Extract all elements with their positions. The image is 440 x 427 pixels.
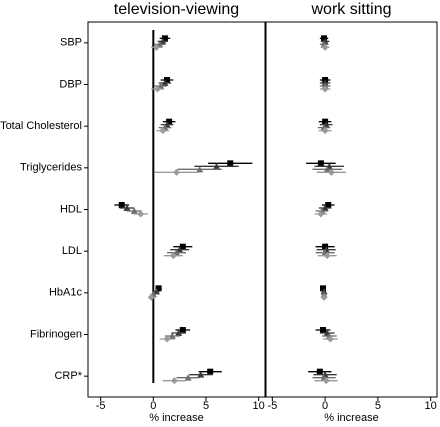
point — [166, 118, 173, 125]
point — [159, 37, 167, 45]
point — [227, 160, 234, 167]
point — [137, 210, 145, 218]
x-tick-label: 10 — [425, 400, 437, 412]
point — [322, 243, 329, 250]
panel-frame — [87, 21, 266, 398]
x-axis-label: % increase — [149, 412, 203, 424]
category-label: HDL — [60, 203, 82, 215]
point — [152, 287, 160, 295]
point — [213, 162, 221, 170]
point — [317, 210, 325, 218]
point — [159, 127, 167, 135]
point — [123, 204, 131, 211]
point — [320, 293, 328, 301]
category-label: LDL — [62, 245, 82, 257]
point — [163, 335, 171, 343]
x-tick-label: 0 — [322, 400, 328, 412]
category-label: Total Cholesterol — [0, 120, 82, 132]
point — [322, 118, 329, 125]
point — [164, 77, 171, 83]
point — [320, 327, 326, 333]
point — [161, 35, 168, 42]
x-tick-label: -5 — [96, 400, 106, 412]
point — [175, 329, 183, 336]
point — [197, 371, 205, 378]
panel-title: television-viewing — [114, 1, 239, 18]
point — [322, 377, 330, 385]
category-label: Fibrinogen — [30, 328, 82, 340]
point — [326, 335, 334, 343]
point — [321, 43, 329, 51]
category-label: DBP — [59, 78, 82, 90]
x-tick-label: -5 — [267, 400, 277, 412]
point — [196, 165, 204, 173]
point — [118, 202, 125, 208]
point — [317, 160, 324, 167]
point — [147, 293, 155, 301]
x-tick-label: 5 — [375, 400, 381, 412]
category-label: CRP* — [54, 370, 82, 382]
point — [154, 85, 162, 93]
point — [321, 127, 329, 135]
point — [176, 246, 184, 253]
point — [316, 368, 323, 375]
point — [161, 79, 169, 86]
point — [179, 327, 186, 333]
point — [155, 285, 162, 292]
panel-frame — [265, 21, 438, 398]
point — [169, 252, 177, 260]
point — [323, 252, 331, 260]
point — [207, 368, 214, 375]
point — [173, 168, 180, 176]
point — [325, 202, 332, 208]
point — [320, 285, 326, 292]
category-label: HbA1c — [49, 287, 83, 299]
panel-title: work sitting — [310, 1, 391, 18]
point — [323, 165, 331, 173]
point — [321, 85, 329, 93]
category-label: SBP — [60, 37, 82, 49]
x-axis-label: % increase — [324, 412, 378, 424]
x-tick-label: 5 — [203, 400, 209, 412]
point — [130, 207, 138, 214]
point — [184, 374, 192, 381]
point — [327, 168, 335, 176]
category-label: Triglycerides — [20, 162, 82, 174]
point — [170, 377, 178, 385]
point — [152, 43, 160, 51]
point — [168, 332, 176, 339]
x-tick-label: 10 — [253, 400, 265, 412]
point — [321, 35, 328, 42]
point — [179, 243, 186, 250]
point — [321, 204, 329, 211]
x-tick-label: 0 — [150, 400, 156, 412]
